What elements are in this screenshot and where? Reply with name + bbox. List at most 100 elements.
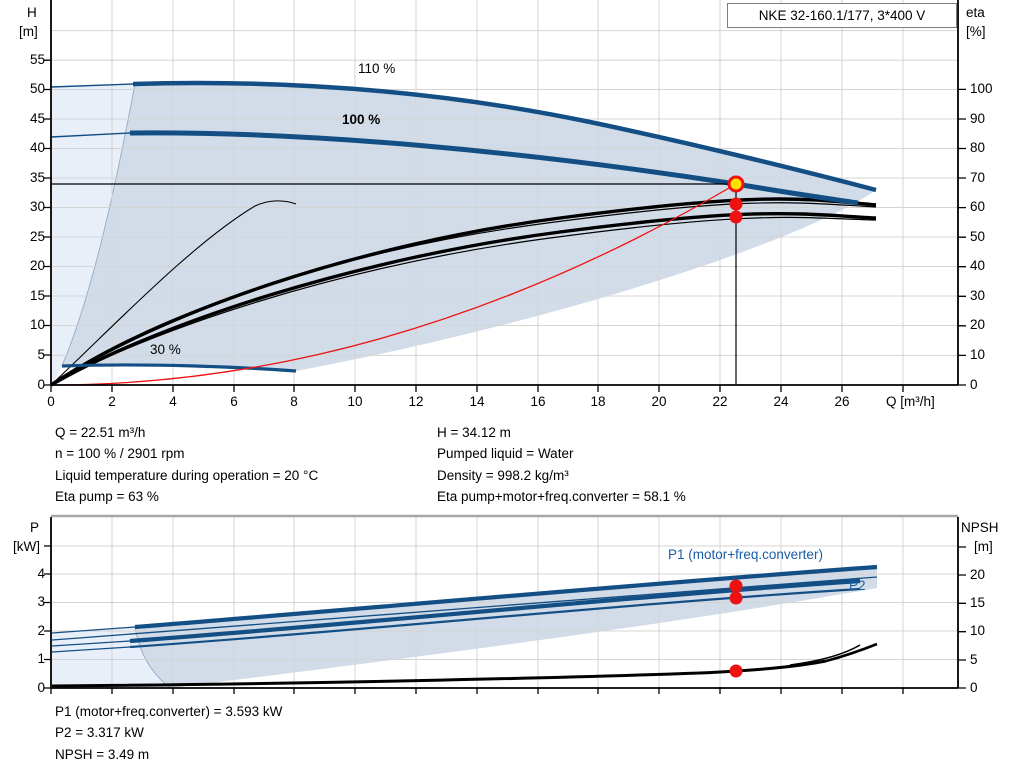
q-tick: 20 xyxy=(651,394,667,409)
npsh-dot xyxy=(729,664,743,678)
eta-axis-unit: [%] xyxy=(966,24,986,39)
q-axis-unit: Q [m³/h] xyxy=(886,394,935,409)
duty-temp: Liquid temperature during operation = 20… xyxy=(55,468,319,483)
result-npsh: NPSH = 3.49 m xyxy=(55,747,150,762)
power-curves xyxy=(51,564,878,653)
eta-tick: 10 xyxy=(970,347,986,362)
q-tick: 16 xyxy=(530,394,546,409)
p-axis-label: P xyxy=(30,520,40,535)
result-p1: P1 (motor+freq.converter) = 3.593 kW xyxy=(55,704,283,719)
eta-tick: 50 xyxy=(970,229,986,244)
pump-title: NKE 32-160.1/177, 3*400 V xyxy=(758,8,926,23)
qh-gridlines xyxy=(51,0,958,385)
duty-density: Density = 998.2 kg/m³ xyxy=(437,468,569,483)
min-speed-boundary xyxy=(61,83,136,367)
h-tick: 45 xyxy=(29,111,45,126)
npsh-axis-unit: [m] xyxy=(974,539,993,554)
npsh-curve xyxy=(51,642,878,688)
power-envelope-dark xyxy=(135,567,877,688)
curve-label-100: 100 % xyxy=(342,112,381,127)
npsh-tick: 10 xyxy=(970,623,986,638)
p-tick: 4 xyxy=(37,566,45,581)
q-tick: 0 xyxy=(47,394,55,409)
q-tick: 12 xyxy=(408,394,424,409)
h-axis-label: H xyxy=(27,5,37,20)
eta-axis-label: eta xyxy=(966,5,985,20)
duty-eta-pump: Eta pump = 63 % xyxy=(55,489,159,504)
eta-total-dot xyxy=(729,210,743,224)
q-tick: 4 xyxy=(169,394,177,409)
power-gridlines xyxy=(51,517,958,688)
p-tick: 2 xyxy=(37,623,45,638)
p-tick: 0 xyxy=(37,680,45,695)
q-tick: 14 xyxy=(469,394,485,409)
eta-tick: 60 xyxy=(970,199,986,214)
p2-curve-label: P2 xyxy=(849,578,866,593)
power-duty-markers xyxy=(729,579,743,678)
h-tick: 20 xyxy=(29,258,45,273)
eta-tick: 100 xyxy=(970,81,993,96)
q-tick: 8 xyxy=(290,394,298,409)
eta-tick: 80 xyxy=(970,140,986,155)
npsh-axis-label: NPSH xyxy=(961,520,999,535)
q-tick: 26 xyxy=(834,394,850,409)
q-tick: 18 xyxy=(590,394,606,409)
power-axes xyxy=(44,517,966,694)
h-tick: 30 xyxy=(29,199,45,214)
duty-h: H = 34.12 m xyxy=(437,425,511,440)
pump-title-box: NKE 32-160.1/177, 3*400 V xyxy=(727,3,957,28)
h-tick: 15 xyxy=(29,288,45,303)
qh-duty-markers xyxy=(727,175,745,224)
eta-tick: 40 xyxy=(970,258,986,273)
qh-envelope-dark xyxy=(62,83,876,372)
eta-tick: 70 xyxy=(970,170,986,185)
duty-point-marker xyxy=(727,175,745,193)
qh-envelope-pale xyxy=(51,84,135,385)
curve-30 xyxy=(61,363,297,373)
curve-100 xyxy=(129,130,859,206)
system-curve xyxy=(50,183,737,386)
curve-p1-110 xyxy=(134,564,878,630)
p1-dot xyxy=(729,579,743,593)
h-tick: 25 xyxy=(29,229,45,244)
q-tick: 10 xyxy=(347,394,363,409)
power-chart xyxy=(44,514,966,694)
npsh-tick: 5 xyxy=(970,652,978,667)
p-tick: 3 xyxy=(37,594,45,609)
curve-110-thin xyxy=(50,83,134,88)
eta-tick: 20 xyxy=(970,317,986,332)
h-tick: 5 xyxy=(37,347,45,362)
h-tick: 50 xyxy=(29,81,45,96)
q-tick: 24 xyxy=(773,394,789,409)
npsh-tick: 15 xyxy=(970,595,986,610)
p-axis-unit: [kW] xyxy=(13,539,40,554)
h-tick: 55 xyxy=(29,52,45,67)
h-tick: 10 xyxy=(29,317,45,332)
curve-p2-100 xyxy=(129,587,861,649)
npsh-tick: 20 xyxy=(970,567,986,582)
duty-n: n = 100 % / 2901 rpm xyxy=(55,446,185,461)
h-tick: 0 xyxy=(37,377,45,392)
speed-curves xyxy=(50,80,877,373)
curve-label-30: 30 % xyxy=(150,342,181,357)
eta-pump-dot xyxy=(729,197,743,211)
h-tick: 40 xyxy=(29,140,45,155)
q-tick: 22 xyxy=(712,394,728,409)
q-tick: 2 xyxy=(108,394,116,409)
h-tick: 35 xyxy=(29,170,45,185)
eta-tick: 90 xyxy=(970,111,986,126)
eta-tick: 0 xyxy=(970,377,978,392)
power-envelope-pale xyxy=(52,627,170,688)
qh-axes xyxy=(44,0,966,392)
duty-liquid: Pumped liquid = Water xyxy=(437,446,574,461)
p1-curve-label: P1 (motor+freq.converter) xyxy=(668,547,823,562)
curve-label-110: 110 % xyxy=(358,61,396,76)
p2-dot xyxy=(729,591,743,605)
curve-p1-100 xyxy=(129,578,861,644)
duty-eta-total: Eta pump+motor+freq.converter = 58.1 % xyxy=(437,489,686,504)
q-tick: 6 xyxy=(230,394,238,409)
p-tick: 1 xyxy=(37,651,45,666)
eta-curves xyxy=(50,197,877,387)
